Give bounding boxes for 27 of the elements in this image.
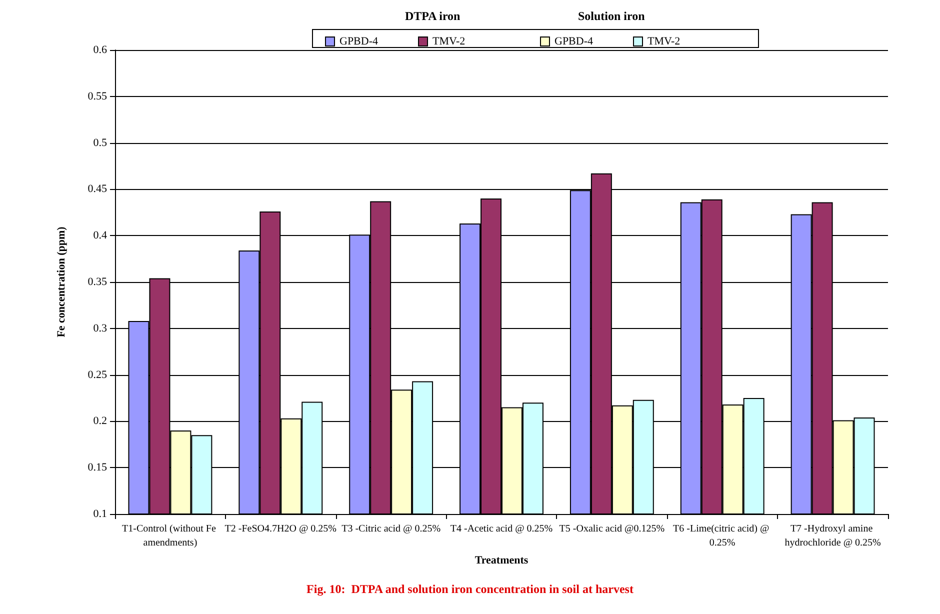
x-tick-label: T3 -Citric acid @ 0.25% [342,524,441,534]
y-tick-label: 0.15 [88,462,108,474]
x-axis-title: Treatments [474,554,529,566]
legend-label: TMV-2 [648,36,680,48]
y-tick-label: 0.1 [93,508,107,520]
legend-label: TMV-2 [432,36,466,48]
y-tick-label: 0.2 [93,415,107,428]
y-tick-label: 0.55 [88,90,108,102]
legend-label: GPBD-4 [554,36,594,48]
text: DTPA iron [405,9,461,23]
y-tick-label: 0.45 [88,183,108,196]
y-tick-label: 0.35 [88,276,108,288]
y-axis-title: Fe concentration (ppm) [56,226,68,338]
y-tick-label: 0.6 [93,44,108,56]
x-tick-label: T1-Control (without Fe amendments) [122,524,218,548]
x-tick-label: T2 -FeSO4.7H2O @ 0.25% [224,524,336,534]
x-tick-label: T6 -Lime(citric acid) @ 0.25% [673,524,772,548]
y-tick-label: 0.3 [93,322,108,334]
x-tick-label: T4 -Acetic acid @ 0.25% [450,524,553,534]
text: Solution iron [578,9,646,23]
text: Fig. 10: DTPA and solution iron concentration in soil at harvest [306,582,634,596]
legend-label: GPBD-4 [340,36,379,48]
y-tick-label: 0.5 [93,136,108,149]
y-tick-label: 0.25 [88,368,108,381]
y-tick-label: 0.4 [93,230,108,242]
x-tick-label: T5 -Oxalic acid @0.125% [559,524,665,534]
x-tick-label: T7 -Hydroxyl amine hydrochloride @ 0.25% [784,524,881,548]
